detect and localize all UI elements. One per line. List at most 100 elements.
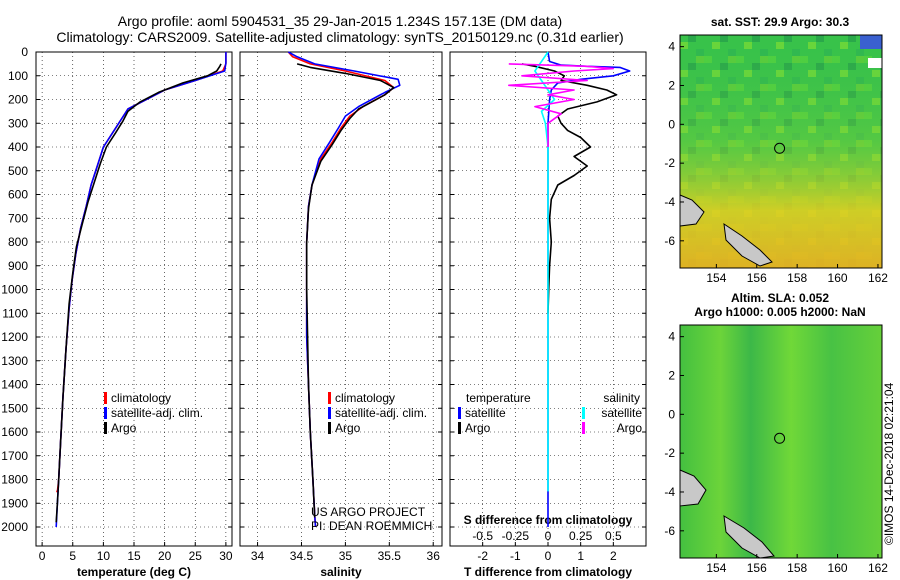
legend-swatch	[582, 407, 585, 419]
legend-label: satellite-adj. clim.	[335, 406, 427, 420]
map-x-tick-label: 162	[868, 271, 888, 285]
x-tick-label: 2	[610, 549, 617, 563]
legend-swatch	[104, 392, 107, 404]
map-x-tick-label: 158	[787, 271, 807, 285]
map-x-tick-label: 156	[747, 271, 767, 285]
map-y-tick-label: 0	[668, 117, 675, 131]
salinity-panel: 34 34.5 35 35.5 36 salinity climatologysatelli…	[239, 51, 443, 579]
series-line-argo	[55, 63, 222, 523]
map-y-tick-label: -2	[664, 156, 675, 170]
series-line-argo	[521, 63, 618, 314]
sla-map-panel: Altim. SLA: 0.052 Argo h1000: 0.005 h200…	[664, 291, 888, 575]
series-line-argo	[296, 63, 395, 518]
x-tick-label: 25	[189, 549, 203, 563]
argo-location-marker	[774, 432, 786, 444]
legend-swatch	[582, 422, 585, 434]
x-axis-label: T difference from climatology	[464, 565, 632, 579]
depth-tick-label: 1600	[1, 425, 28, 439]
depth-tick-label: 1700	[1, 449, 28, 463]
watermark-line1: US ARGO PROJECT	[311, 505, 426, 519]
depth-tick-label: 100	[8, 69, 28, 83]
x-tick-label: -1	[510, 549, 521, 563]
sst-map-axes: 154 156 158 160 162 -6 -4 -2 0 2 4	[664, 40, 888, 285]
x-tick-label: 0	[545, 549, 552, 563]
sst-warm-overlay	[680, 35, 882, 268]
map-y-tick-label: 2	[668, 78, 675, 92]
temperature-panel: 0 5 10 15 20 25 30 temperature (deg C) climatolo…	[35, 51, 233, 579]
map-y-tick-label: -2	[664, 446, 675, 460]
legend-label: Argo	[617, 421, 643, 435]
s-diff-tick-label: 0	[545, 529, 552, 543]
depth-tick-label: 700	[8, 211, 28, 225]
depth-tick-label: 1800	[1, 473, 28, 487]
depth-tick-label: 300	[8, 116, 28, 130]
depth-tick-label: 2000	[1, 520, 28, 534]
depth-tick-label: 600	[8, 188, 28, 202]
legend-swatch	[328, 407, 331, 419]
depth-tick-label: 900	[8, 259, 28, 273]
sla-land-south	[723, 515, 775, 559]
x-tick-label: 1	[577, 549, 584, 563]
map-y-tick-label: 4	[668, 330, 675, 344]
legend-label: Argo	[335, 421, 361, 435]
series-line-satellite	[534, 51, 556, 492]
s-diff-tick-label: -0.5	[472, 529, 493, 543]
map-x-tick-label: 160	[828, 561, 848, 575]
legend-label: satellite-adj. clim.	[111, 406, 203, 420]
difference-panel: -2 -1 0 1 2 T difference from climatology -0.5…	[449, 51, 647, 579]
legend-title-temperature: temperature	[466, 391, 531, 405]
depth-tick-label: 400	[8, 140, 28, 154]
s-diff-tick-label: 0.25	[569, 529, 593, 543]
x-axis-label: salinity	[320, 565, 362, 579]
legend-swatch	[458, 407, 461, 419]
x-axis-label: temperature (deg C)	[77, 565, 191, 579]
sst-map-panel: sat. SST: 29.9 Argo: 30.3 154 156 158 160 16…	[664, 15, 888, 285]
x-tick-label: 35.5	[378, 549, 402, 563]
legend-label: climatology	[111, 391, 171, 405]
depth-axis: 0 100 200 300 400 500 600 700 800 900 1000 1100 1200…	[1, 45, 28, 534]
map-x-tick-label: 162	[868, 561, 888, 575]
s-diff-tick-label: -0.25	[502, 529, 530, 543]
map-x-tick-label: 158	[787, 561, 807, 575]
depth-tick-label: 1200	[1, 330, 28, 344]
depth-tick-label: 1500	[1, 401, 28, 415]
map-y-tick-label: -4	[664, 195, 675, 209]
depth-tick-label: 1000	[1, 283, 28, 297]
depth-tick-label: 1300	[1, 354, 28, 368]
legend-label: satellite	[601, 406, 642, 420]
imos-timestamp: ©IMOS 14-Dec-2018 02:21:04	[882, 382, 896, 545]
map-y-tick-label: 4	[668, 40, 675, 54]
sst-missing-patch	[868, 58, 882, 68]
sla-field	[680, 325, 882, 558]
x-tick-label: 15	[127, 549, 141, 563]
map-y-tick-label: -6	[664, 524, 675, 538]
depth-tick-label: 0	[21, 45, 28, 59]
depth-tick-label: 1400	[1, 378, 28, 392]
x-tick-label: 20	[158, 549, 172, 563]
plot-frame	[35, 51, 233, 547]
series-line-argo	[508, 63, 615, 147]
sla-map-subtitle: Argo h1000: 0.005 h2000: NaN	[694, 305, 865, 319]
sla-map-frame	[679, 324, 883, 559]
legend-label: satellite	[465, 406, 506, 420]
map-y-tick-label: -6	[664, 234, 675, 248]
x-tick-label: 0	[39, 549, 46, 563]
sst-cool-patch	[860, 35, 882, 49]
legend-swatch	[104, 422, 107, 434]
x-tick-label: 35	[339, 549, 353, 563]
legend-swatch	[104, 407, 107, 419]
x-tick-label: 36	[427, 549, 441, 563]
legend-title-salinity: salinity	[603, 391, 640, 405]
sla-map-axes: 154 156 158 160 162 -6 -4 -2 0 2 4	[664, 330, 888, 575]
legend-label: Argo	[111, 421, 137, 435]
map-y-tick-label: -4	[664, 485, 675, 499]
x-tick-label: -2	[477, 549, 488, 563]
legend-swatch	[458, 422, 461, 434]
plot-frame	[239, 51, 443, 547]
depth-tick-label: 200	[8, 93, 28, 107]
argo-location-marker	[774, 142, 786, 154]
map-x-tick-label: 154	[706, 271, 726, 285]
depth-tick-label: 1900	[1, 496, 28, 510]
sst-land-south	[723, 222, 773, 267]
